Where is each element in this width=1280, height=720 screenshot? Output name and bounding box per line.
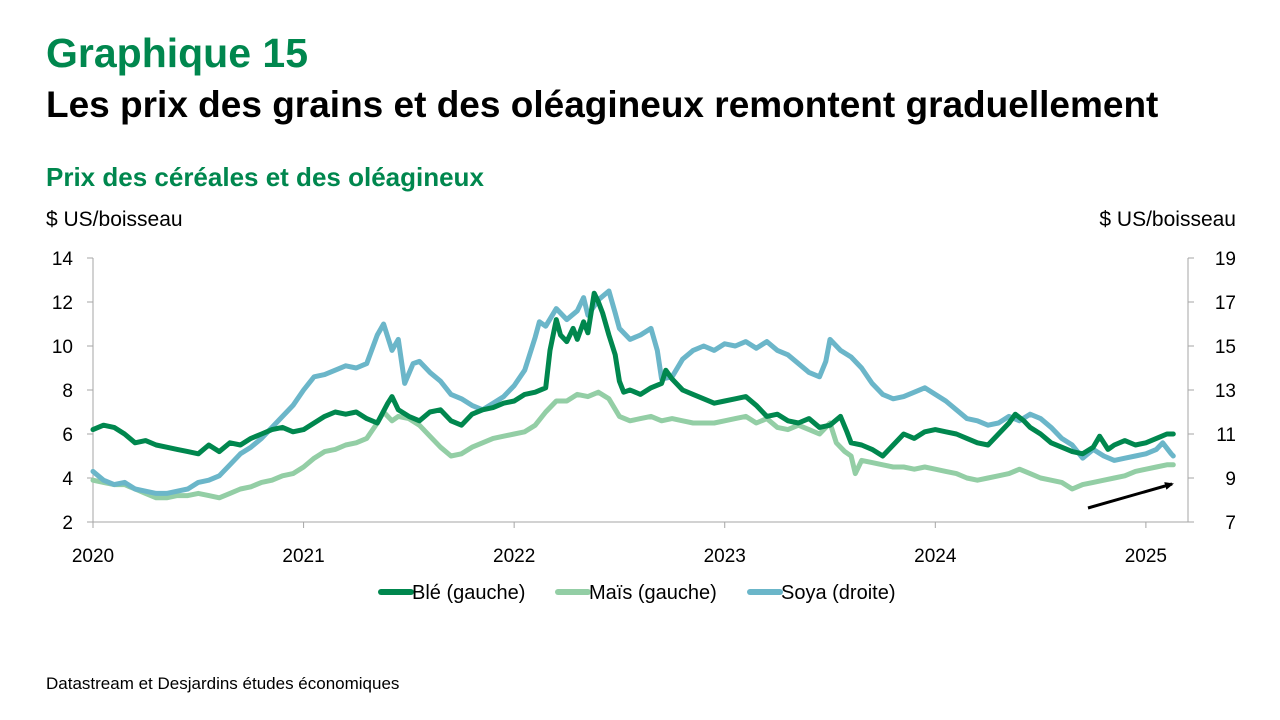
- y-right-tick-label: 19: [1215, 249, 1236, 270]
- y-axis-right-label: $ US/boisseau: [1099, 208, 1236, 231]
- y-right-tick-label: 11: [1216, 425, 1236, 446]
- chart-title: Prix des céréales et des oléagineux: [46, 162, 484, 192]
- y-right-tick-label: 17: [1215, 293, 1236, 314]
- page-title: Les prix des grains et des oléagineux re…: [46, 84, 1159, 125]
- series-line-mais-gauche: [90, 389, 1176, 501]
- x-tick-label: 2021: [282, 546, 324, 567]
- y-axis-left-label: $ US/boisseau: [46, 208, 183, 231]
- y-left-tick-label: 2: [62, 513, 73, 534]
- axes: 2 4 6 8 10 12 14 7 9 11 13 15 17 19 2020 2021 2022 2023 20…: [52, 249, 1236, 567]
- series-line-ble-gauche: [90, 290, 1176, 459]
- legend-label: Maïs (gauche): [589, 582, 717, 604]
- y-left-tick-label: 12: [52, 293, 73, 314]
- y-right-tick-label: 13: [1215, 381, 1236, 402]
- x-tick-label: 2025: [1125, 546, 1167, 567]
- trend-arrow: [1087, 482, 1174, 510]
- series-line-soya-droite: [90, 288, 1176, 496]
- x-tick-label: 2024: [914, 546, 957, 567]
- chart-number: Graphique 15: [46, 30, 309, 76]
- x-tick-label: 2020: [72, 546, 114, 567]
- x-tick-label: 2023: [704, 546, 746, 567]
- series-lines: [90, 288, 1176, 501]
- legend-label: Soya (droite): [781, 582, 896, 604]
- x-tick-label: 2022: [493, 546, 535, 567]
- y-left-tick-label: 14: [52, 249, 74, 270]
- y-right-tick-label: 9: [1225, 469, 1236, 490]
- legend-label: Blé (gauche): [412, 582, 525, 604]
- legend: Blé (gauche) Maïs (gauche) Soya (droite): [378, 582, 896, 604]
- source-note: Datastream et Desjardins études économiq…: [46, 674, 400, 693]
- y-right-tick-label: 15: [1215, 337, 1236, 358]
- y-right-tick-label: 7: [1225, 513, 1236, 534]
- y-left-tick-label: 4: [62, 469, 73, 490]
- y-left-tick-label: 10: [52, 337, 73, 358]
- y-left-tick-label: 6: [62, 425, 73, 446]
- y-left-tick-label: 8: [62, 381, 73, 402]
